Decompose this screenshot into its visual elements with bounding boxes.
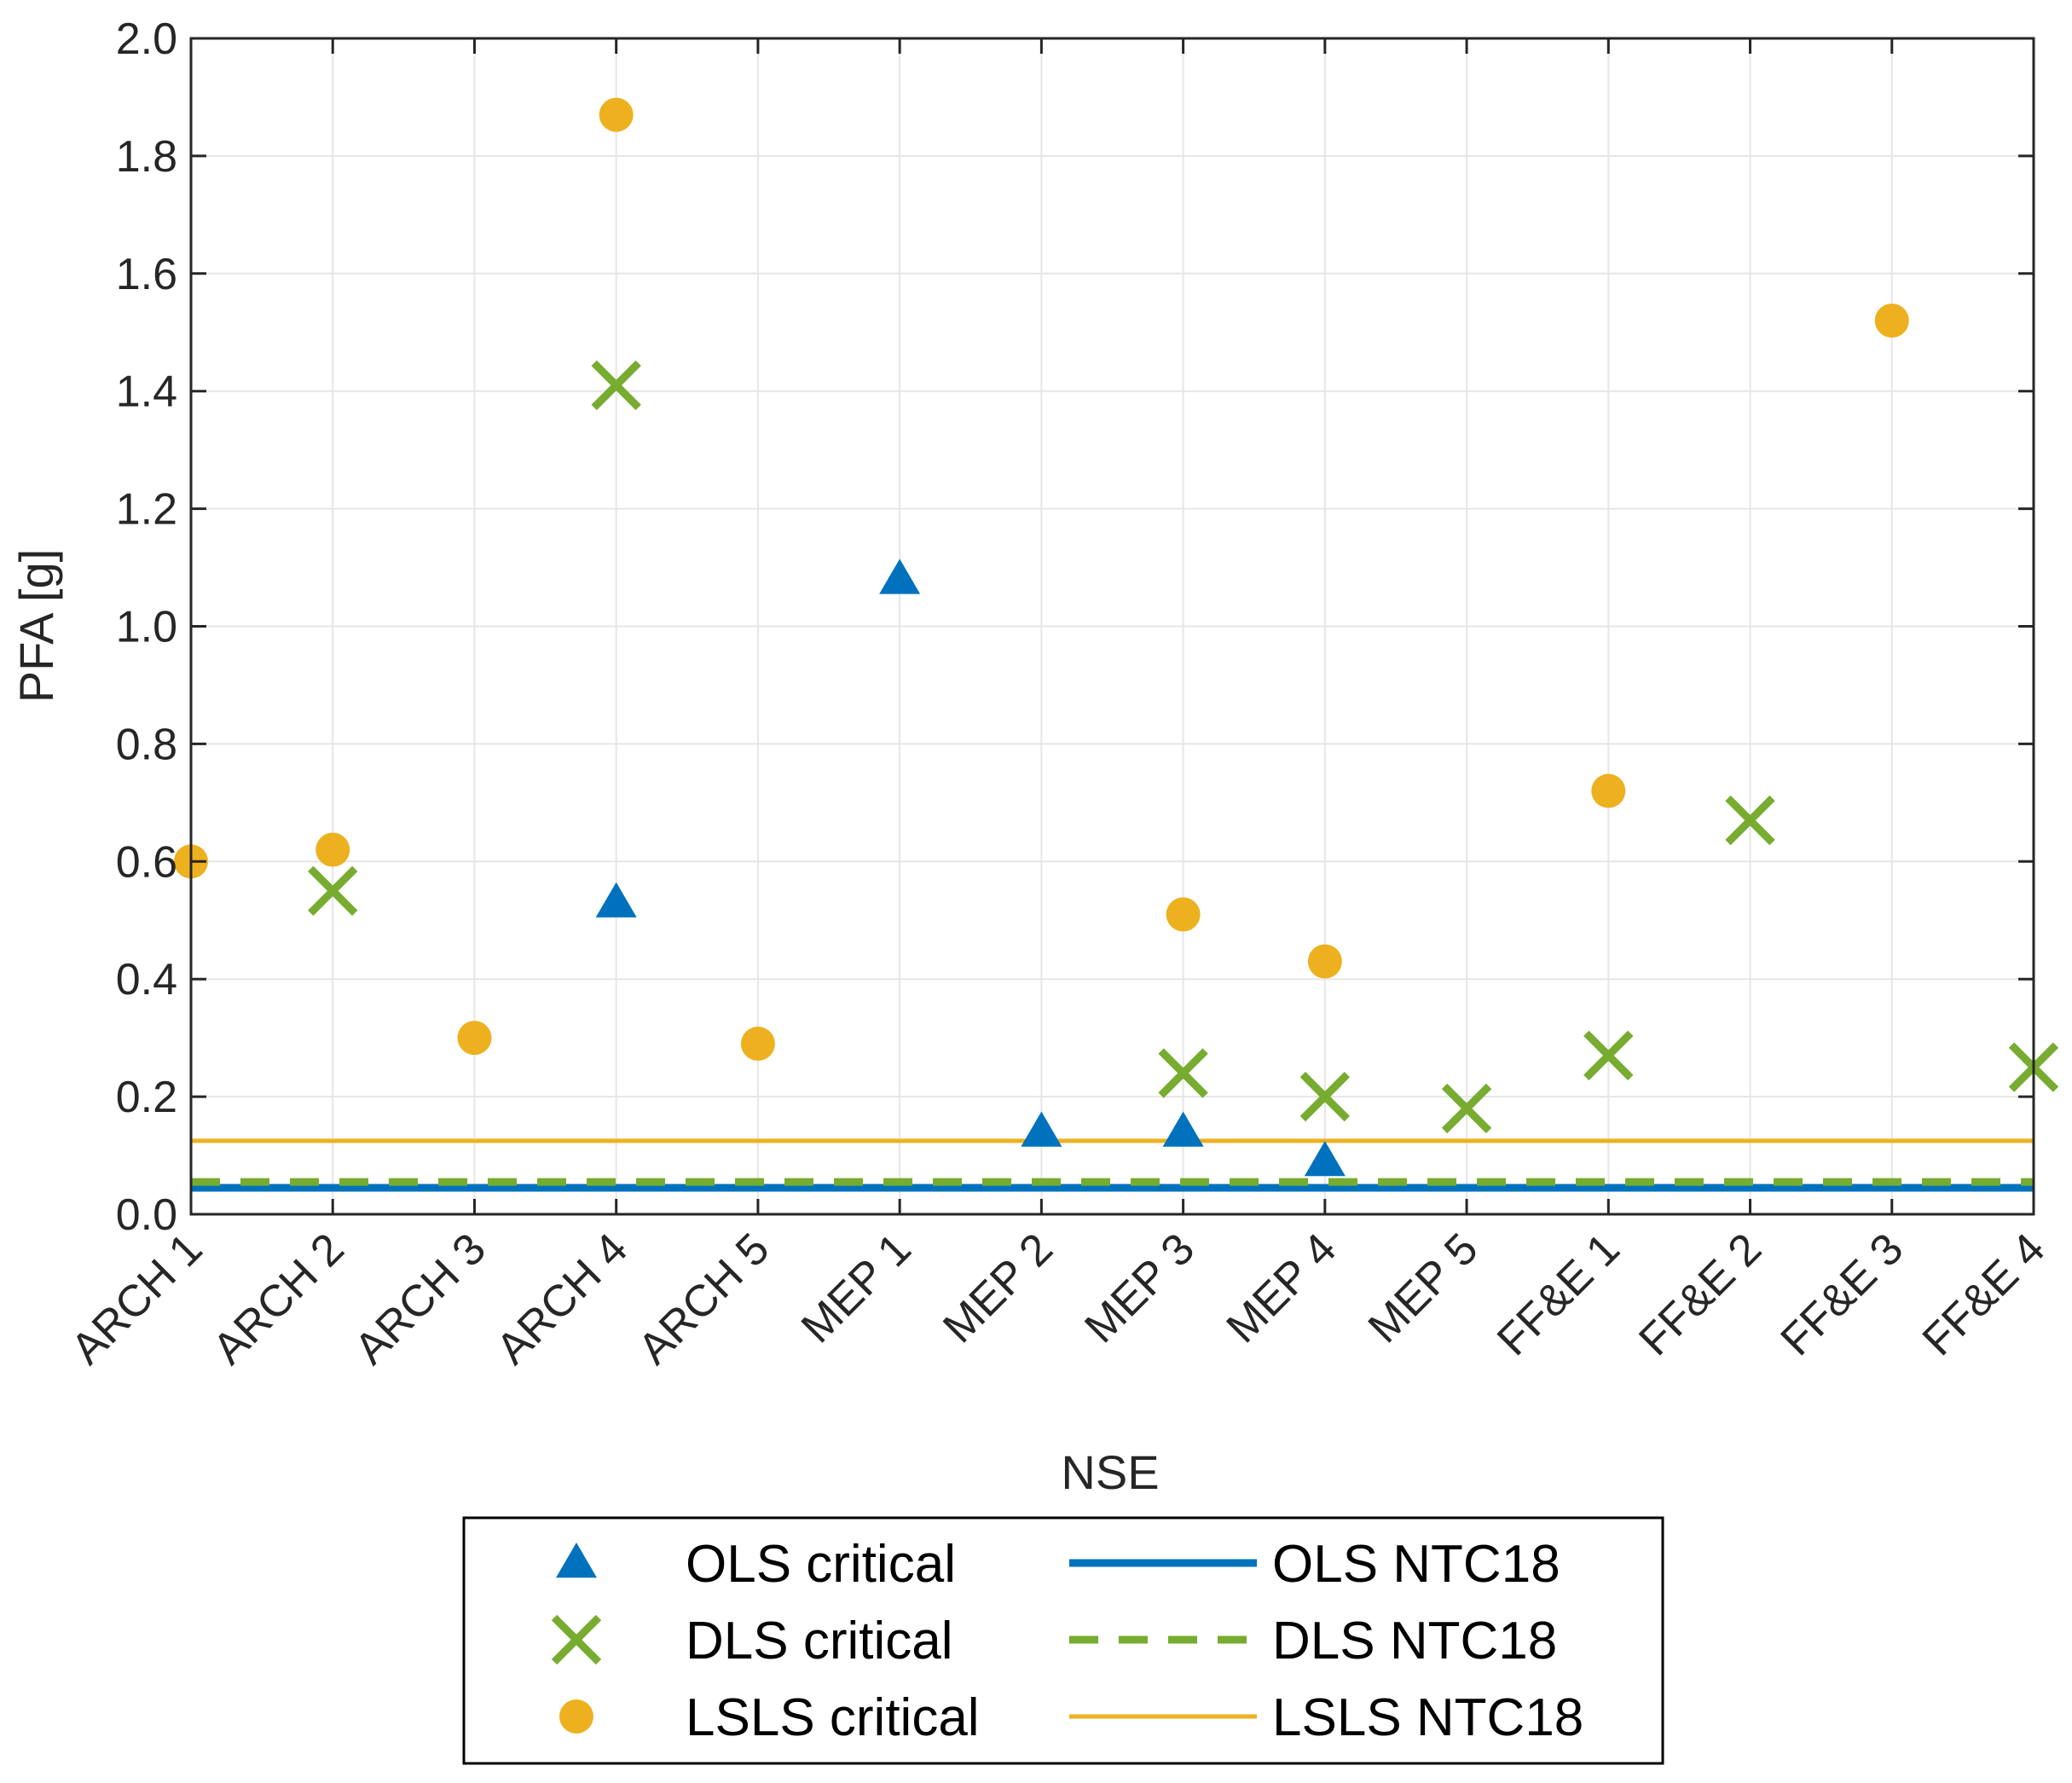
y-tick-label: 1.2 — [116, 485, 177, 535]
y-tick-label: 1.8 — [116, 132, 177, 182]
legend-symbol-ols-critical — [556, 1543, 597, 1578]
legend-label: DLS NTC18 — [1272, 1612, 1557, 1670]
x-marker-stroke — [1583, 1030, 1634, 1081]
lsls-critical-point — [1166, 897, 1201, 932]
ols-critical-point — [1304, 1140, 1346, 1177]
x-marker-stroke — [591, 360, 641, 410]
legend-box — [462, 1516, 1664, 1765]
data-markers — [174, 97, 2059, 1177]
ols-critical-point — [1162, 1111, 1204, 1147]
dls-critical-point — [591, 360, 641, 410]
y-tick-label: 1.0 — [116, 603, 177, 652]
y-tick-label: 2.0 — [116, 14, 177, 64]
legend: OLS critical DLS critical LSLS critical OLS… — [462, 1516, 1664, 1765]
x-marker-stroke — [1158, 1048, 1208, 1098]
y-tick-label: 0.6 — [116, 837, 177, 887]
dls-critical-point — [1583, 1030, 1634, 1081]
legend-symbol-lsls-critical — [559, 1699, 593, 1734]
y-axis-ticks: 0.0 0.2 0.4 0.6 0.8 1.0 1.2 1.4 1.6 1.8 2.0 — [116, 14, 2034, 1240]
x-marker-stroke — [1299, 1071, 1351, 1122]
x-axis-label: NSE — [1061, 1445, 1159, 1499]
x-marker-stroke — [551, 1614, 602, 1665]
legend-label: OLS NTC18 — [1272, 1535, 1560, 1594]
lsls-critical-point — [1874, 303, 1909, 338]
y-tick-label: 0.4 — [116, 955, 177, 1004]
dls-critical-point — [1158, 1048, 1208, 1098]
lsls-critical-point — [740, 1027, 775, 1062]
lsls-critical-point — [1591, 773, 1626, 808]
y-tick-label: 0.2 — [116, 1073, 177, 1122]
y-tick-label: 1.6 — [116, 250, 177, 299]
dls-critical-point — [1299, 1071, 1351, 1122]
ols-critical-point — [1021, 1111, 1062, 1147]
dls-critical-point — [1725, 795, 1775, 846]
y-tick-label: 0.0 — [116, 1190, 177, 1240]
reference-lines — [191, 1138, 2034, 1192]
lsls-critical-point — [599, 97, 634, 132]
lsls-critical-point — [457, 1021, 492, 1056]
x-marker-stroke — [1725, 795, 1775, 846]
dls-critical-point — [1441, 1083, 1492, 1134]
dls-critical-point — [308, 865, 358, 916]
ols-critical-point — [879, 559, 921, 594]
legend-label: DLS critical — [686, 1612, 953, 1670]
legend-label: OLS critical — [686, 1535, 956, 1594]
legend-symbol-dls-critical — [551, 1614, 602, 1665]
ols-critical-point — [595, 882, 637, 918]
legend-label: LSLS NTC18 — [1272, 1688, 1583, 1747]
lsls-critical-point — [315, 832, 350, 867]
x-marker-stroke — [308, 865, 358, 916]
legend-label: LSLS critical — [686, 1688, 980, 1747]
y-tick-label: 0.8 — [116, 720, 177, 769]
y-tick-label: 1.4 — [116, 368, 177, 417]
y-axis-label: PFA [g] — [9, 549, 63, 703]
x-marker-stroke — [1441, 1083, 1492, 1134]
lsls-critical-point — [1307, 944, 1342, 979]
